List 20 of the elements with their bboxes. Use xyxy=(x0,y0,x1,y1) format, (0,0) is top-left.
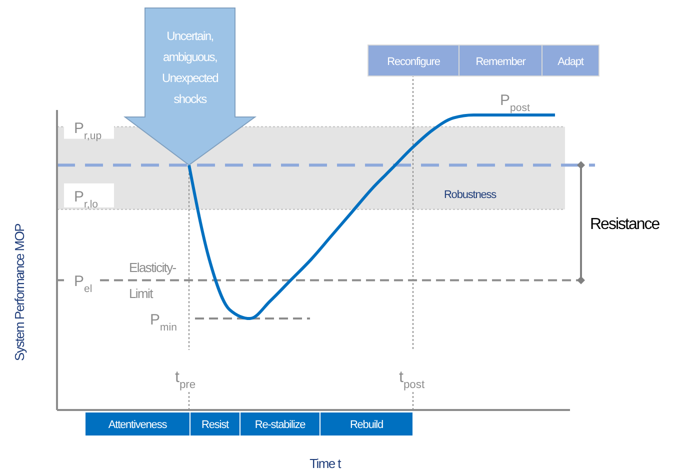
text: Attentiveness xyxy=(108,419,168,431)
ref-line-label: P$_{r,lo}$ xyxy=(74,188,98,210)
text: Resist xyxy=(202,419,230,431)
text: Resistance xyxy=(590,216,660,233)
annotation: Elasticity-Limit xyxy=(129,260,176,301)
annotation: t$_{post}$ xyxy=(399,369,426,391)
text: Rebuild xyxy=(350,419,384,431)
ref-line-label: P$_{r,up}$ xyxy=(74,120,102,142)
text: Uncertain, ambiguous, Unexpected shocks xyxy=(162,29,218,106)
band-label: Robustness xyxy=(444,189,498,202)
text: Remember xyxy=(476,56,526,68)
ref-line-label: P$_{min}$ xyxy=(150,312,178,334)
text: P$_{post}$ xyxy=(500,92,530,114)
x-axis-title: Time t xyxy=(310,456,342,471)
text: Reconfigure xyxy=(387,56,440,68)
text: Adapt xyxy=(558,56,584,68)
y-axis-title: System Performance MOP xyxy=(12,224,27,361)
text: Re-stabilize xyxy=(254,419,306,431)
ref-line-label: P$_{el}$ xyxy=(74,273,92,296)
annotation: t$_{pre}$ xyxy=(175,369,196,391)
